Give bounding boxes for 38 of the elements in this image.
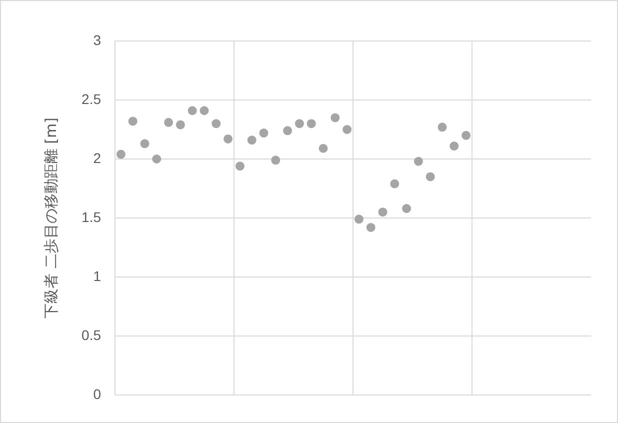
y-tick-label: 0.5 xyxy=(82,326,102,343)
point xyxy=(116,150,126,159)
point xyxy=(212,119,221,128)
y-axis-title: 下級者 二歩目の移動距離 [m] xyxy=(42,118,60,318)
point xyxy=(152,154,162,164)
y-tick-label: 0 xyxy=(93,386,102,402)
point xyxy=(259,128,268,138)
point xyxy=(378,208,388,217)
y-tick-label: 2 xyxy=(93,150,102,166)
point xyxy=(283,126,292,136)
point xyxy=(294,119,304,128)
point xyxy=(188,106,197,116)
point xyxy=(330,113,340,122)
point xyxy=(402,204,412,214)
point xyxy=(271,156,280,165)
point xyxy=(224,134,233,144)
point xyxy=(390,179,400,188)
point xyxy=(235,162,244,171)
point xyxy=(450,142,459,151)
point xyxy=(426,172,435,182)
point xyxy=(140,139,150,148)
point xyxy=(462,130,471,140)
point xyxy=(247,136,256,145)
point xyxy=(354,214,364,224)
y-tick-label: 1 xyxy=(93,268,102,284)
point xyxy=(128,116,138,126)
point xyxy=(318,144,328,153)
point xyxy=(200,106,209,116)
point xyxy=(164,118,174,127)
y-tick-label: 3 xyxy=(93,32,102,48)
point xyxy=(414,156,423,166)
y-tick-label: 1.5 xyxy=(82,208,102,225)
y-tick-label: 2.5 xyxy=(82,90,102,107)
point xyxy=(306,119,316,128)
point xyxy=(342,125,352,134)
point xyxy=(176,120,185,130)
point xyxy=(366,222,376,232)
point xyxy=(438,122,447,132)
